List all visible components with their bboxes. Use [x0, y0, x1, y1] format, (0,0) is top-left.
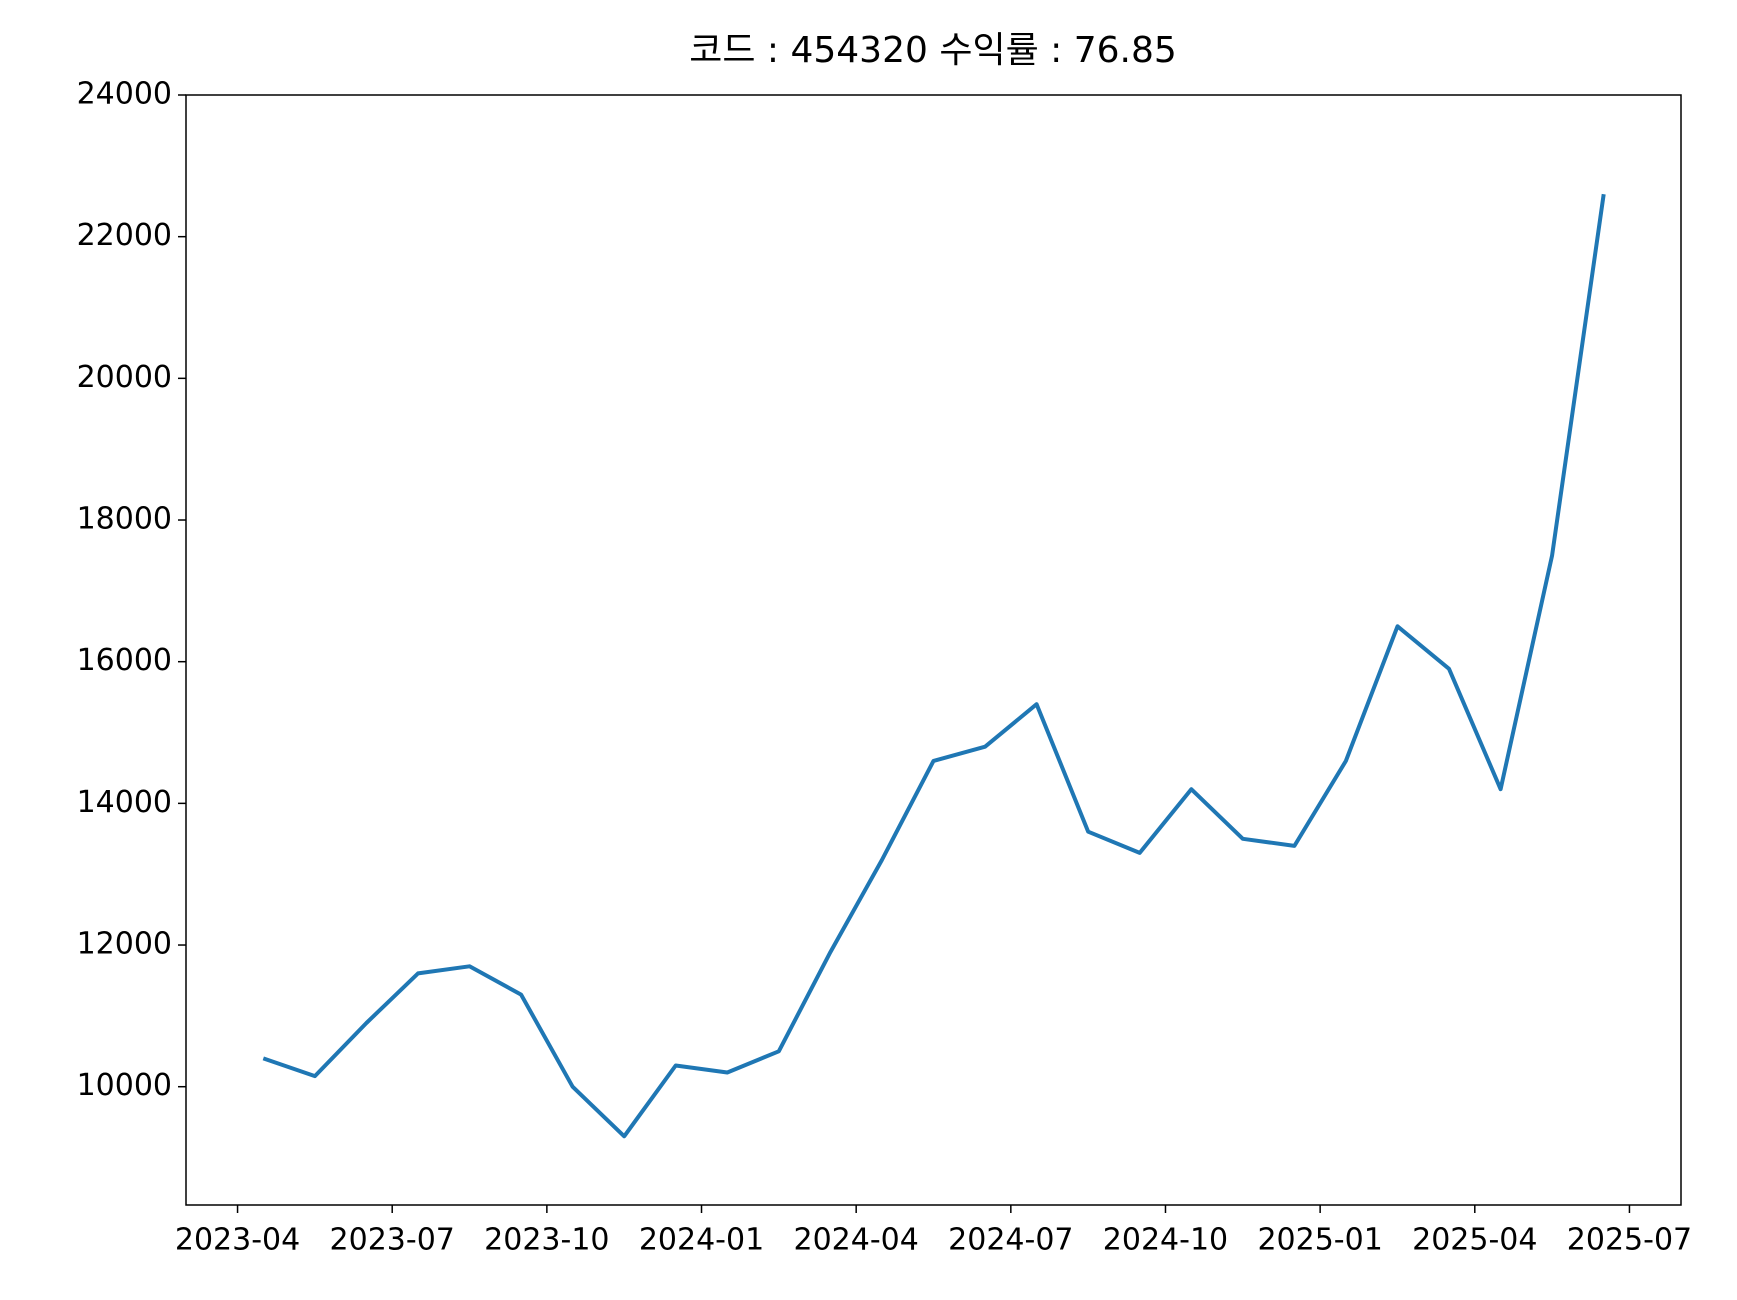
x-tick-label: 2023-07	[330, 1223, 455, 1258]
x-tick-label: 2024-10	[1103, 1223, 1228, 1258]
x-tick-label: 2024-07	[948, 1223, 1073, 1258]
x-tick-label: 2024-01	[639, 1223, 764, 1258]
plot-frame	[185, 94, 1682, 1206]
x-tick-label: 2023-04	[175, 1223, 300, 1258]
data-line	[262, 193, 1606, 1139]
y-tick-label: 22000	[77, 218, 172, 253]
chart-title: 코드 : 454320 수익률 : 76.85	[689, 30, 1177, 71]
y-tick-label: 14000	[77, 785, 172, 820]
x-tick-label: 2025-01	[1257, 1223, 1382, 1258]
y-tick-label: 24000	[77, 77, 172, 112]
y-tick-label: 12000	[77, 927, 172, 962]
x-tick-label: 2023-10	[484, 1223, 609, 1258]
y-tick-label: 20000	[77, 360, 172, 395]
x-tick-label: 2024-04	[793, 1223, 918, 1258]
x-tick-label: 2025-04	[1412, 1223, 1537, 1258]
y-tick-label: 18000	[77, 502, 172, 537]
y-tick-label: 16000	[77, 643, 172, 678]
x-tick-label: 2025-07	[1567, 1223, 1692, 1258]
y-tick-label: 10000	[77, 1068, 172, 1103]
